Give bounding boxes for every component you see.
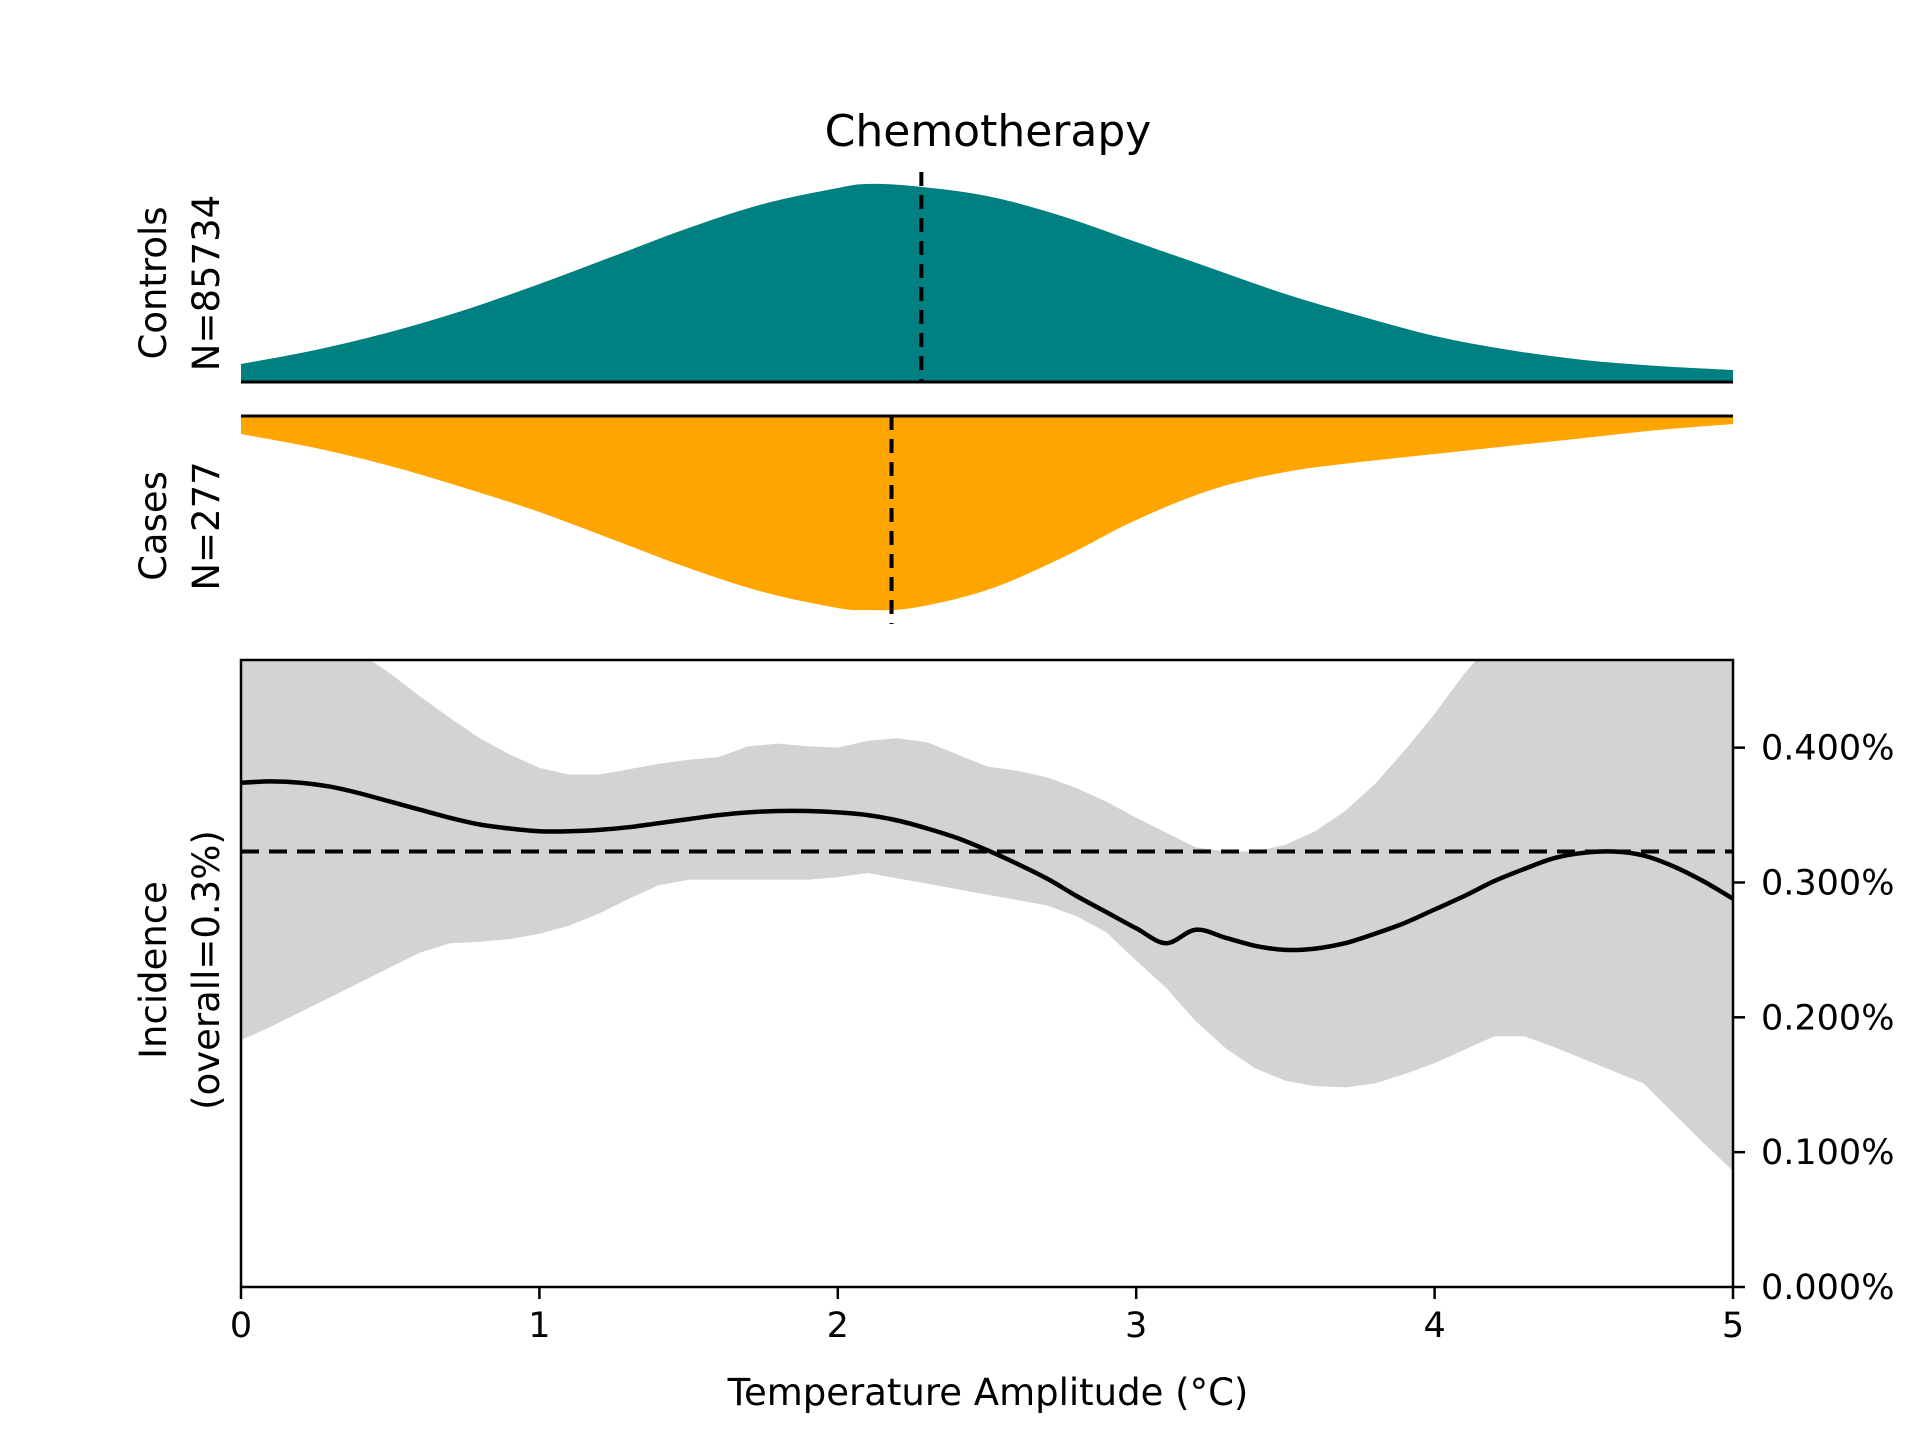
y-axis-right: 0.000% 0.100% 0.200% 0.300% 0.400% xyxy=(1733,729,1894,1308)
y-tick-label: 0.300% xyxy=(1761,863,1894,903)
x-tick-label: 4 xyxy=(1423,1306,1445,1346)
x-tick-label: 1 xyxy=(528,1306,550,1346)
chart-title: Chemotherapy xyxy=(825,106,1152,157)
controls-label: Controls xyxy=(132,206,175,359)
cases-label: Cases xyxy=(132,471,175,581)
confidence-interval-band xyxy=(241,660,1733,1171)
x-tick-label: 0 xyxy=(230,1306,252,1346)
x-tick-label: 3 xyxy=(1125,1306,1147,1346)
controls-count-label: N=85734 xyxy=(185,195,228,371)
x-tick-label: 2 xyxy=(827,1306,849,1346)
incidence-panel: 0 1 2 3 4 5 0.000% 0.100% 0.200% 0.300% 0.400% In… xyxy=(132,658,1894,1414)
plot-frame xyxy=(239,658,1735,1289)
y-tick-label: 0.000% xyxy=(1761,1268,1894,1308)
y-tick-label: 0.100% xyxy=(1761,1133,1894,1173)
controls-density-area xyxy=(241,183,1733,382)
incidence-ylabel-overall: (overall=0.3%) xyxy=(185,830,228,1110)
x-axis-label: Temperature Amplitude (°C) xyxy=(727,1371,1249,1414)
cases-count-label: N=277 xyxy=(185,461,228,590)
x-axis: 0 1 2 3 4 5 xyxy=(230,1287,1744,1346)
y-tick-label: 0.400% xyxy=(1761,729,1894,769)
cases-density-panel: Cases N=277 xyxy=(132,414,1733,624)
cases-density-area xyxy=(241,416,1733,611)
x-tick-label: 5 xyxy=(1722,1306,1744,1346)
y-tick-label: 0.200% xyxy=(1761,998,1894,1038)
controls-density-panel: Controls N=85734 xyxy=(132,172,1733,384)
incidence-ylabel: Incidence xyxy=(132,881,175,1059)
